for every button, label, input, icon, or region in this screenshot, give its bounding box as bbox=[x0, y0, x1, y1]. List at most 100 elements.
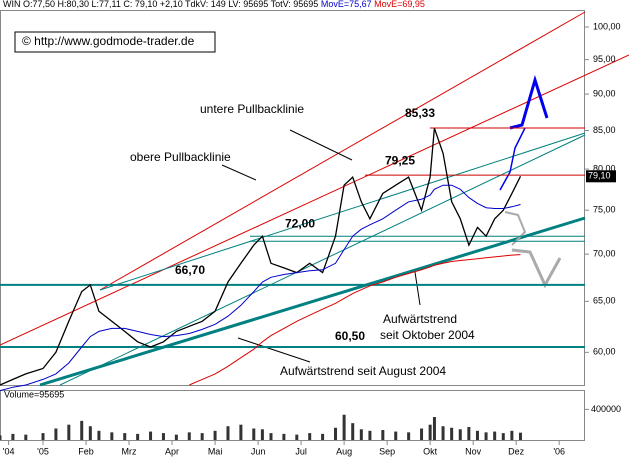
forecast-arrow bbox=[511, 248, 562, 289]
volume-bar bbox=[80, 420, 84, 440]
volume-bar bbox=[407, 432, 411, 440]
volume-label: Volume=95695 bbox=[4, 389, 64, 399]
copyright: © http://www.godmode-trader.de bbox=[22, 34, 195, 48]
annotation: Aufwärtstrend seit August 2004 bbox=[280, 364, 446, 378]
price-panel bbox=[0, 10, 585, 386]
trend-lines bbox=[0, 11, 629, 387]
y-tick-label: 60,00 bbox=[593, 347, 616, 357]
level-label: 79,25 bbox=[385, 153, 415, 167]
volume-bar bbox=[67, 424, 71, 440]
price-tag-label: 79,10 bbox=[588, 171, 611, 181]
volume-bar bbox=[24, 434, 28, 440]
pointer bbox=[237, 337, 311, 363]
x-tick-label: Mrz bbox=[122, 446, 137, 456]
volume-bar bbox=[308, 433, 312, 440]
channel-line bbox=[0, 54, 629, 346]
volume-bar bbox=[351, 423, 355, 440]
legend-entry: MovE=69,95 bbox=[374, 0, 425, 9]
volume-bar bbox=[269, 433, 273, 440]
volume-bar bbox=[467, 426, 471, 440]
volume-bar bbox=[226, 426, 230, 440]
price-line bbox=[0, 184, 521, 392]
header-text: WIN O:77,50 H:80,30 L:77,11 C: 79,10 +2,… bbox=[3, 0, 318, 9]
forecast-arrow bbox=[504, 211, 527, 246]
price-line bbox=[189, 254, 521, 386]
y-tick-label: 65,00 bbox=[593, 296, 616, 306]
volume-bar bbox=[368, 430, 372, 440]
volume-bar bbox=[359, 429, 363, 440]
volume-bar bbox=[11, 433, 15, 440]
copyright-box bbox=[14, 31, 216, 53]
y-tick-label: 75,00 bbox=[593, 205, 616, 215]
volume-panel bbox=[0, 390, 585, 441]
price-line bbox=[0, 127, 522, 386]
annotation: Aufwärtstrend bbox=[383, 312, 457, 326]
forecast-arrow bbox=[509, 74, 549, 130]
volume-bar bbox=[136, 433, 140, 440]
volume-bar bbox=[213, 430, 217, 440]
x-tick-label: Jun bbox=[251, 446, 266, 456]
y-tick-label: 70,00 bbox=[593, 249, 616, 259]
volume-bar bbox=[321, 433, 325, 440]
channel-line bbox=[99, 11, 586, 291]
x-tick-label: '04 bbox=[3, 446, 15, 456]
volume-bar bbox=[200, 433, 204, 440]
volume-bar bbox=[493, 431, 497, 440]
y-tick-label: 95,00 bbox=[593, 54, 616, 64]
annotation: untere Pullbacklinie bbox=[200, 102, 304, 116]
x-tick-label: '05 bbox=[37, 446, 49, 456]
price-tag bbox=[586, 170, 616, 183]
x-tick-label: Feb bbox=[78, 446, 94, 456]
forecast-arrow bbox=[499, 127, 526, 191]
level-label: 66,70 bbox=[175, 263, 205, 277]
volume-bar bbox=[450, 427, 454, 440]
level-label: 85,33 bbox=[405, 106, 435, 120]
volume-bar bbox=[334, 427, 338, 440]
volume-tick-label: 400000 bbox=[591, 404, 621, 414]
x-tick-label: Mai bbox=[208, 446, 223, 456]
x-tick-label: Dez bbox=[508, 446, 525, 456]
x-tick-label: Apr bbox=[165, 446, 179, 456]
volume-bar bbox=[41, 433, 45, 440]
volume-bar bbox=[484, 432, 488, 440]
annotation: seit Oktober 2004 bbox=[380, 328, 475, 342]
volume-bar bbox=[149, 431, 153, 440]
volume-bar bbox=[510, 430, 514, 440]
volume-bar bbox=[342, 414, 346, 440]
level-label: 72,00 bbox=[285, 216, 315, 230]
y-tick-label: 100,00 bbox=[593, 21, 621, 31]
y-tick-label: 80,00 bbox=[593, 163, 616, 173]
volume-bar bbox=[97, 430, 101, 440]
y-tick-label: 85,00 bbox=[593, 125, 616, 135]
trend-line bbox=[39, 216, 586, 387]
volume-bar bbox=[161, 433, 165, 440]
volume-bar bbox=[123, 433, 127, 440]
volume-bar bbox=[458, 429, 462, 440]
x-tick-label: Jul bbox=[295, 446, 307, 456]
volume-bar bbox=[432, 417, 436, 440]
volume-bar bbox=[441, 426, 445, 440]
volume-bar bbox=[187, 432, 191, 440]
x-tick-label: '06 bbox=[553, 446, 565, 456]
volume-bar bbox=[0, 435, 2, 440]
volume-bar bbox=[260, 429, 264, 440]
volume-bar bbox=[252, 428, 256, 440]
y-tick-label: 90,00 bbox=[593, 88, 616, 98]
pointer bbox=[289, 129, 353, 161]
volume-bar bbox=[110, 432, 114, 440]
channel-line bbox=[99, 132, 586, 291]
x-tick-label: Okt bbox=[423, 446, 438, 456]
volume-bar bbox=[394, 431, 398, 440]
x-tick-label: Aug bbox=[336, 446, 352, 456]
volume-bar bbox=[518, 432, 522, 440]
volume-bar bbox=[282, 433, 286, 440]
level-label: 60,50 bbox=[335, 329, 365, 343]
x-tick-label: Sep bbox=[379, 446, 395, 456]
volume-bar bbox=[54, 428, 58, 440]
volume-bar bbox=[295, 434, 299, 440]
channel-line bbox=[59, 134, 586, 386]
pointer bbox=[221, 164, 257, 181]
header: WIN O:77,50 H:80,30 L:77,11 C: 79,10 +2,… bbox=[3, 0, 425, 9]
volume-bar bbox=[428, 424, 432, 440]
